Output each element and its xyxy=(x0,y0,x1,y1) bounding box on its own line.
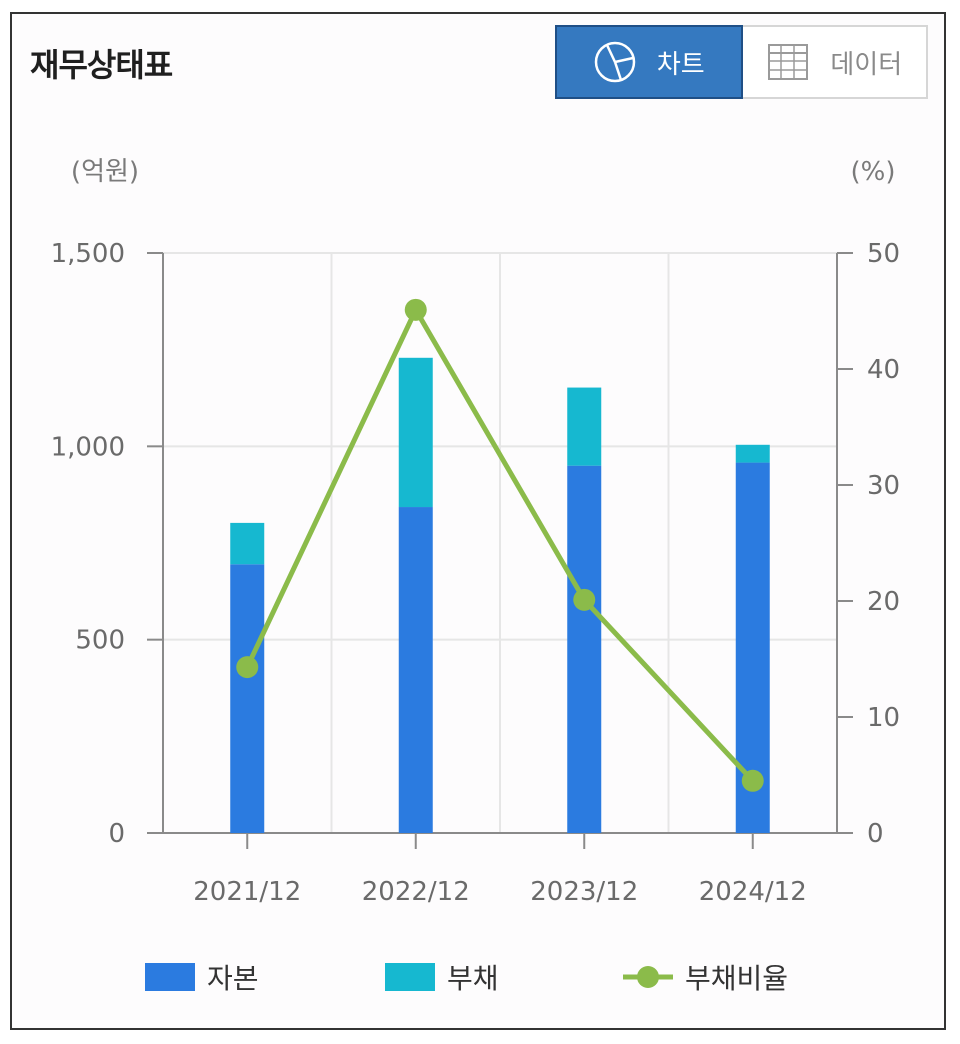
ratio-point xyxy=(741,769,764,792)
legend-liabilities-label: 부채 xyxy=(447,962,499,995)
left-axis-unit: (억원) xyxy=(71,157,139,187)
view-toggle: 차트 데이터 xyxy=(555,25,928,99)
chart-view-button[interactable]: 차트 xyxy=(555,25,743,99)
right-tick-label: 20 xyxy=(867,587,900,617)
left-tick-label: 500 xyxy=(75,626,125,656)
pie-chart-icon xyxy=(593,40,637,84)
bar-liabilities xyxy=(735,444,770,463)
right-tick-label: 40 xyxy=(867,355,900,385)
ratio-point xyxy=(573,588,596,611)
bar-equity xyxy=(398,507,433,833)
chart-view-label: 차트 xyxy=(656,49,705,80)
bar-liabilities xyxy=(398,357,433,508)
bar-liabilities xyxy=(230,522,265,565)
right-tick-label: 50 xyxy=(867,239,900,269)
legend-equity-swatch xyxy=(145,963,195,991)
right-axis-unit: (%) xyxy=(851,157,896,187)
legend-ratio-marker xyxy=(637,966,659,988)
right-tick-label: 10 xyxy=(867,703,900,733)
ratio-point xyxy=(236,656,259,679)
bar-equity xyxy=(230,564,265,833)
x-tick-label: 2023/12 xyxy=(530,877,638,907)
left-tick-label: 1,500 xyxy=(51,239,125,269)
x-tick-label: 2022/12 xyxy=(362,877,470,907)
data-view-label: 데이터 xyxy=(830,49,903,80)
legend: 자본 부채 부채비율 xyxy=(145,962,788,995)
x-tick-label: 2024/12 xyxy=(699,877,807,907)
grid-lines xyxy=(163,252,837,833)
left-tick-label: 0 xyxy=(108,819,125,849)
right-tick-label: 30 xyxy=(867,471,900,501)
legend-equity-label: 자본 xyxy=(207,962,259,995)
data-view-button[interactable]: 데이터 xyxy=(742,25,928,99)
ratio-polyline xyxy=(244,307,755,783)
axes: 0 500 1,000 1,500 0 10 20 30 40 50 2021/12 2022/12 2… xyxy=(51,239,901,907)
bar-equity xyxy=(567,465,602,833)
ratio-line xyxy=(236,298,764,792)
right-tick-label: 0 xyxy=(867,819,884,849)
page-title: 재무상태표 xyxy=(30,46,173,84)
bar-liabilities xyxy=(567,387,602,466)
chart-card xyxy=(10,12,946,1030)
legend-ratio-label: 부채비율 xyxy=(685,962,788,995)
bars xyxy=(230,357,770,833)
table-grid-icon xyxy=(766,40,810,84)
left-tick-label: 1,000 xyxy=(51,432,125,462)
x-tick-label: 2021/12 xyxy=(193,877,301,907)
legend-liabilities-swatch xyxy=(385,963,435,991)
ratio-point xyxy=(404,298,427,321)
